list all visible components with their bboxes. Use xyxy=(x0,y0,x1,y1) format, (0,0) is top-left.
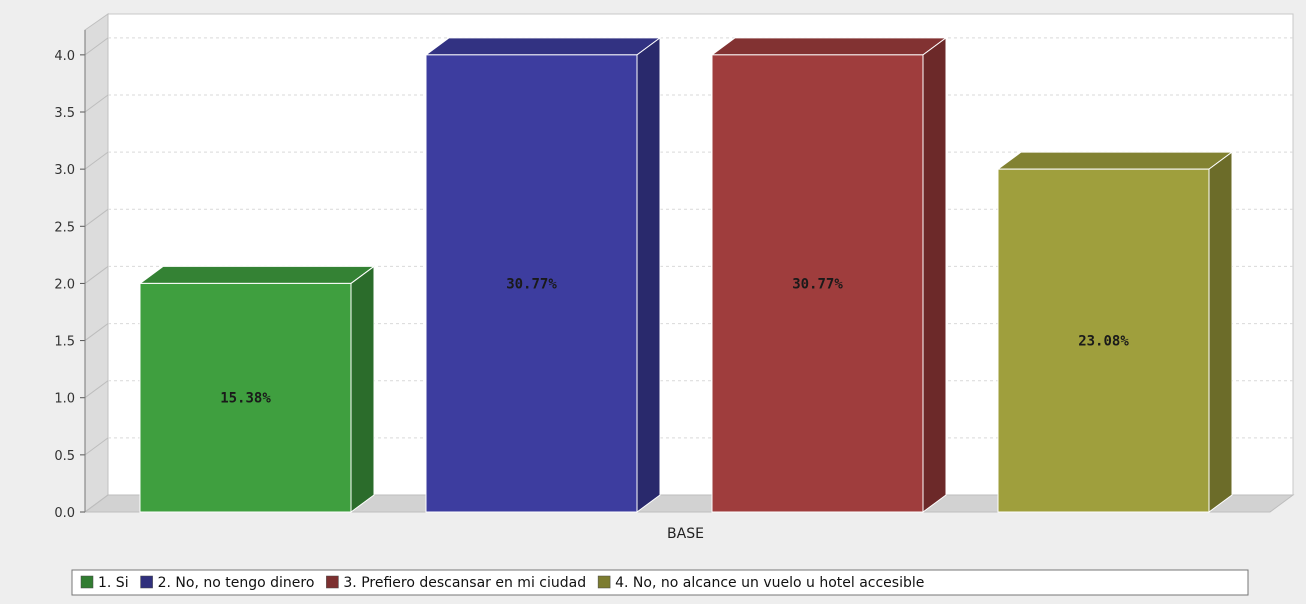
side-gridline xyxy=(84,37,109,56)
side-gridline xyxy=(84,494,109,513)
legend-swatch xyxy=(140,575,153,589)
side-gridline xyxy=(84,266,109,284)
legend-item-label: 2. No, no tengo dinero xyxy=(158,575,315,591)
legend-swatch xyxy=(326,575,339,589)
bar-top xyxy=(710,37,948,56)
y-tick-label: 4.0 xyxy=(54,49,75,64)
legend-item-label: 4. No, no alcance un vuelo u hotel acces… xyxy=(615,575,924,591)
bar-side xyxy=(922,36,947,513)
bar-4 xyxy=(996,151,1234,513)
bar-front xyxy=(139,282,352,513)
bar-side xyxy=(636,36,661,513)
bar-front xyxy=(711,54,924,513)
bar-side xyxy=(1208,151,1233,513)
bar-front xyxy=(997,168,1210,513)
bar-side xyxy=(350,265,375,513)
bar-value-label: 23.08% xyxy=(1078,334,1129,350)
side-gridline xyxy=(84,437,109,456)
bar-value-label: 30.77% xyxy=(792,276,843,292)
side-gridline xyxy=(84,208,109,227)
bar-value-label: 30.77% xyxy=(506,276,557,292)
y-tick-label: 3.0 xyxy=(54,163,75,178)
bar-1 xyxy=(138,265,376,513)
y-tick-label: 3.5 xyxy=(54,106,75,121)
legend-item-label: 1. Si xyxy=(98,575,129,591)
y-tick-label: 1.0 xyxy=(54,392,75,407)
side-gridline xyxy=(84,94,109,113)
bar-value-label: 15.38% xyxy=(220,391,271,407)
bar-front xyxy=(425,54,638,513)
x-category-label: BASE xyxy=(667,526,704,542)
y-tick-label: 1.5 xyxy=(54,335,75,350)
y-tick-label: 2.5 xyxy=(54,220,75,235)
y-tick-label: 0.0 xyxy=(54,506,75,521)
legend-item-label: 3. Prefiero descansar en mi ciudad xyxy=(343,575,586,591)
side-gridline xyxy=(84,151,109,170)
bar-3 xyxy=(710,36,948,513)
bar-top xyxy=(424,37,662,56)
y-tick-label: 2.0 xyxy=(54,277,75,292)
side-gridline xyxy=(84,380,109,399)
legend-swatch xyxy=(80,575,94,589)
bar-top xyxy=(138,265,376,284)
bar-top xyxy=(996,151,1234,170)
y-tick-label: 0.5 xyxy=(54,449,75,464)
side-gridline xyxy=(84,323,109,341)
bar-2 xyxy=(424,36,662,513)
legend-box xyxy=(71,569,1249,596)
legend-swatch xyxy=(597,575,611,589)
plot-left-wall xyxy=(84,13,109,513)
